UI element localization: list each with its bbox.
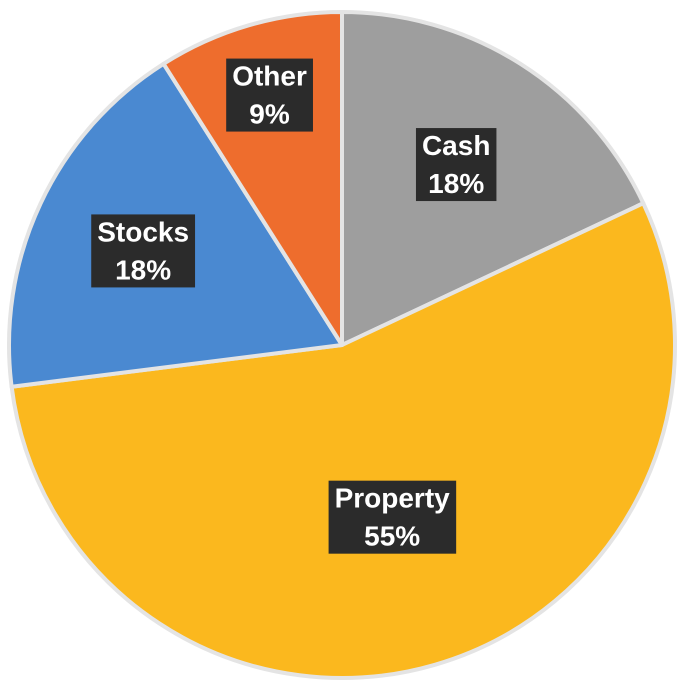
data-label-other: Other 9% xyxy=(226,58,313,132)
slice-value-cash: 18% xyxy=(428,168,484,199)
data-label-stocks: Stocks 18% xyxy=(91,214,196,288)
pie-labels: Cash 18% Property 55% Stocks 18% Other 9% xyxy=(91,58,497,554)
slice-label-other: Other xyxy=(232,61,307,92)
slice-property xyxy=(9,201,677,680)
slice-label-property: Property xyxy=(335,483,451,514)
label-box-other xyxy=(226,58,313,132)
slice-value-other: 9% xyxy=(249,99,290,130)
data-label-cash: Cash 18% xyxy=(415,128,497,202)
data-label-property: Property 55% xyxy=(328,480,457,554)
label-box-stocks xyxy=(91,214,196,288)
label-box-cash xyxy=(415,128,497,202)
slice-value-property: 55% xyxy=(364,521,420,552)
slice-label-stocks: Stocks xyxy=(97,216,189,247)
slice-label-cash: Cash xyxy=(422,130,490,161)
pie-slices xyxy=(7,10,677,680)
slice-value-stocks: 18% xyxy=(115,254,171,285)
label-box-property xyxy=(328,480,457,554)
